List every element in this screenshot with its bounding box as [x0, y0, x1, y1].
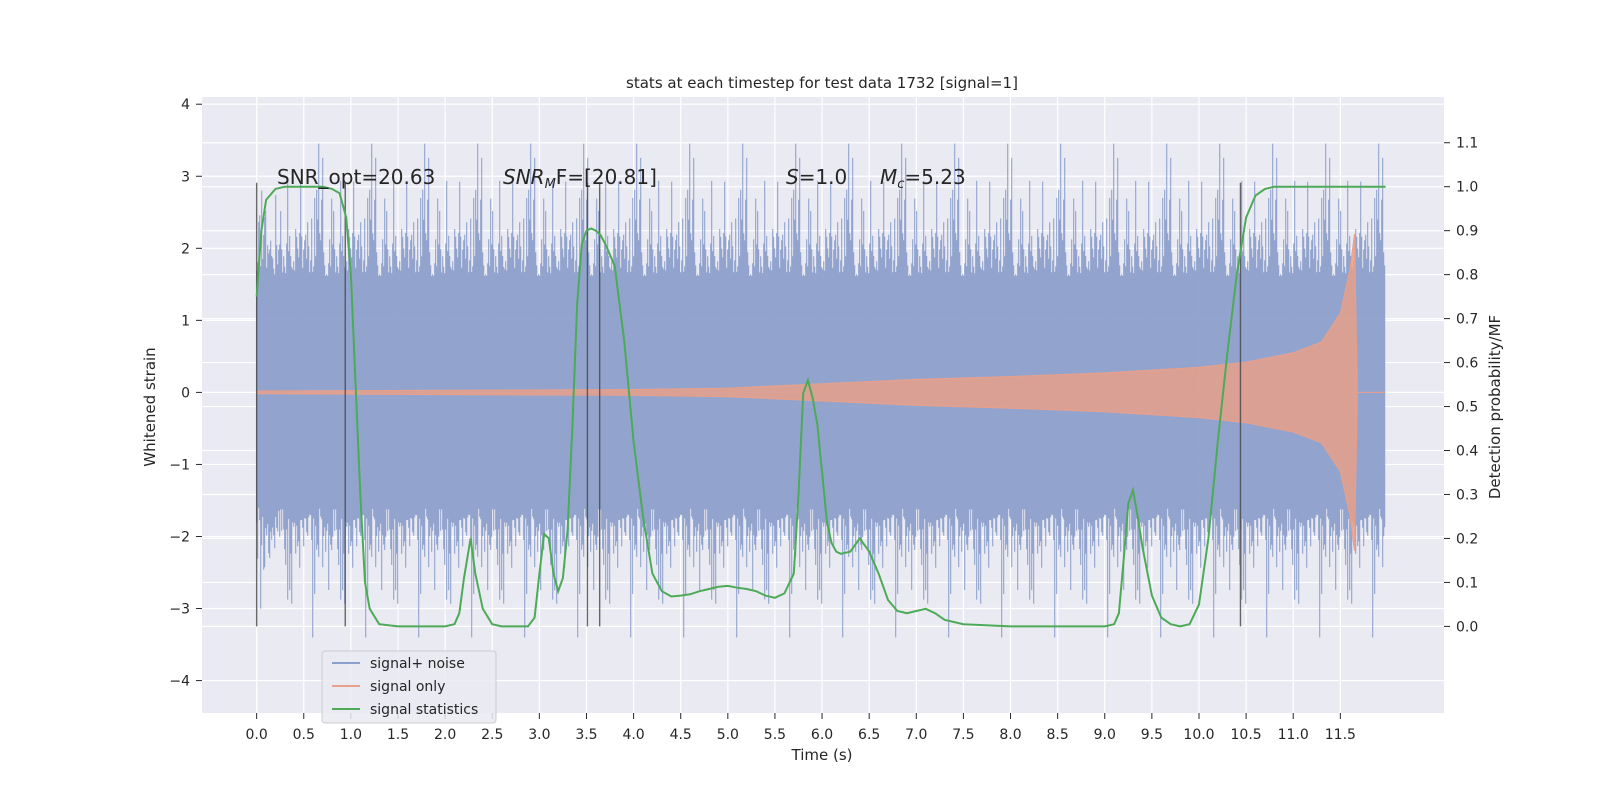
y-tick-label: −4 [169, 674, 190, 690]
x-tick-label: 7.5 [952, 727, 974, 743]
y2-tick-label: 0.5 [1456, 400, 1478, 416]
x-tick-label: 6.5 [858, 727, 880, 743]
y-tick-label: −3 [169, 602, 190, 618]
y2-axis-ticks: 1.1 1.0 0.9 0.8 0.7 0.6 0.5 0.4 0.3 0.2 0.1 0.0 [1444, 136, 1478, 635]
annotation-s: S=1.0 [786, 165, 847, 189]
y2-tick-label: 0.4 [1456, 444, 1478, 460]
y2-tick-label: 0.7 [1456, 312, 1478, 328]
x-tick-label: 7.0 [905, 727, 927, 743]
x-tick-label: 10.0 [1183, 727, 1214, 743]
x-tick-label: 2.0 [434, 727, 456, 743]
x-tick-label: 4.0 [622, 727, 644, 743]
annotation-s-rest: =1.0 [799, 165, 848, 189]
annotation-snr-mf-main: SNR [503, 165, 545, 189]
x-axis-ticks: 0.0 0.5 1.0 1.5 2.0 2.5 3.0 3.5 4.0 4.5 5.0 5.5 6.0 6… [246, 713, 1356, 743]
series-signal-only [256, 233, 1386, 551]
signal-envelope [256, 233, 1386, 551]
x-tick-label: 0.0 [246, 727, 268, 743]
y2-tick-label: 0.1 [1456, 575, 1478, 591]
y-tick-label: 2 [181, 241, 190, 257]
annotation-mc-sub: c [897, 177, 904, 192]
x-tick-label: 3.0 [528, 727, 550, 743]
x-tick-label: 0.5 [293, 727, 315, 743]
stats-line [255, 185, 1386, 628]
y-axis-ticks: 4 3 2 1 0 −1 −2 −3 −4 [169, 97, 202, 690]
y-tick-label: 1 [181, 313, 190, 329]
x-tick-label: 2.5 [481, 727, 503, 743]
y2-tick-label: 0.3 [1456, 487, 1478, 503]
legend-label-signal-plus-noise: signal+ noise [370, 656, 465, 672]
annotation-mc-italic: M [880, 165, 897, 189]
y-axis-label: Whitened strain [141, 347, 159, 466]
annotation-s-italic: S [786, 165, 799, 189]
x-tick-label: 11.0 [1278, 727, 1309, 743]
x-tick-label: 6.0 [811, 727, 833, 743]
x-tick-label: 5.0 [717, 727, 739, 743]
y2-axis-label: Detection probability/MF [1486, 315, 1504, 499]
x-tick-label: 8.0 [999, 727, 1021, 743]
y2-tick-label: 1.0 [1456, 180, 1478, 196]
x-axis-label: Time (s) [791, 746, 853, 764]
legend-label-signal-statistics: signal statistics [370, 702, 478, 718]
annotation-snr-opt: SNR_opt=20.63 [277, 165, 435, 189]
x-tick-label: 4.5 [670, 727, 692, 743]
y2-tick-label: 0.9 [1456, 224, 1478, 240]
y2-tick-label: 0.2 [1456, 531, 1478, 547]
x-tick-label: 8.5 [1047, 727, 1069, 743]
y-tick-label: −2 [169, 529, 190, 545]
series-signal-statistics [255, 185, 1386, 628]
y2-tick-label: 0.0 [1456, 619, 1478, 635]
y-tick-label: 0 [181, 385, 190, 401]
annotation-snr-mf-sub: M [545, 177, 556, 192]
legend: signal+ noise signal only signal statist… [321, 650, 497, 724]
y-tick-label: 3 [181, 169, 190, 185]
y2-tick-label: 1.1 [1456, 136, 1478, 152]
x-tick-label: 10.5 [1231, 727, 1262, 743]
x-tick-label: 5.5 [764, 727, 786, 743]
annotation-mc: Mc=5.23 [880, 165, 966, 192]
x-tick-label: 11.5 [1325, 727, 1356, 743]
annotation-mc-rest: =5.23 [904, 165, 965, 189]
x-tick-label: 3.5 [575, 727, 597, 743]
annotation-snr-mf: SNRMF=[20.81] [503, 165, 657, 192]
y2-tick-label: 0.6 [1456, 356, 1478, 372]
legend-box [321, 650, 497, 724]
x-tick-label: 1.0 [340, 727, 362, 743]
y2-tick-label: 0.8 [1456, 268, 1478, 284]
y-tick-label: −1 [169, 457, 190, 473]
legend-label-signal-only: signal only [370, 679, 445, 695]
chart-title: stats at each timestep for test data 173… [626, 74, 1018, 92]
x-tick-label: 9.0 [1094, 727, 1116, 743]
annotation-snr-mf-rest: F=[20.81] [556, 165, 657, 189]
y-tick-label: 4 [181, 97, 190, 113]
x-tick-label: 9.5 [1141, 727, 1163, 743]
x-tick-label: 1.5 [387, 727, 409, 743]
